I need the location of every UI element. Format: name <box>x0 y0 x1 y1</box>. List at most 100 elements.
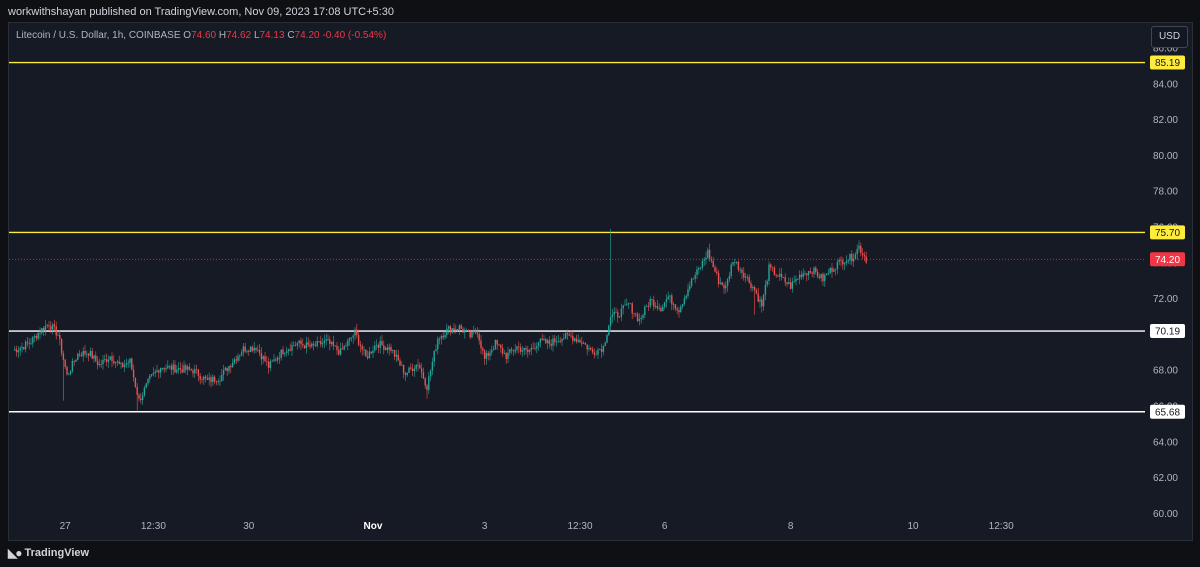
candle <box>269 358 272 372</box>
candle <box>489 349 491 361</box>
candle <box>46 323 48 329</box>
candle-body <box>363 349 365 351</box>
candle-body <box>316 341 318 346</box>
candle-body <box>492 348 495 351</box>
candle-body <box>273 359 275 361</box>
candle <box>858 240 860 253</box>
candle <box>428 371 430 394</box>
candle-body <box>42 328 45 331</box>
support-tag: 70.19 <box>1150 324 1185 339</box>
candle-body <box>521 350 524 352</box>
candle <box>107 355 110 368</box>
time-tick-label: 8 <box>788 521 794 532</box>
candle-body <box>676 308 678 311</box>
candle <box>264 351 266 362</box>
candle <box>98 358 101 368</box>
publisher-line: workwithshayan published on TradingView.… <box>8 6 394 18</box>
candle <box>249 345 252 353</box>
candle-body <box>59 334 61 339</box>
candle <box>780 267 783 281</box>
candle <box>239 354 241 361</box>
candle-body <box>786 282 788 285</box>
candle <box>420 363 423 378</box>
candle-body <box>537 342 540 347</box>
candle <box>773 265 776 276</box>
candle <box>554 335 556 346</box>
candle <box>424 376 426 389</box>
candle <box>237 353 239 363</box>
candle-body <box>48 325 50 327</box>
tradingview-logo[interactable]: ◣● TradingView <box>8 546 89 560</box>
candle-body <box>422 372 425 379</box>
candle <box>865 251 867 265</box>
candle-body <box>683 298 686 305</box>
candle <box>21 342 23 353</box>
candle-body <box>240 352 243 356</box>
currency-button[interactable]: USD <box>1151 26 1188 48</box>
candle <box>714 264 716 273</box>
candle <box>737 260 740 273</box>
candle <box>71 357 74 374</box>
candle <box>248 349 250 356</box>
tradingview-logo-icon: ◣● <box>8 546 23 560</box>
candle-body <box>138 394 140 399</box>
candle-body <box>501 347 504 354</box>
candle <box>64 358 66 370</box>
candle-body <box>104 359 106 360</box>
price-tick-label: 84.00 <box>1153 79 1178 90</box>
candle-body <box>14 349 16 351</box>
candle-body <box>251 346 254 351</box>
candle <box>624 299 626 306</box>
candle <box>660 305 662 312</box>
candle <box>644 304 646 319</box>
candle <box>276 355 279 364</box>
candle-body <box>482 348 484 351</box>
candle-body <box>183 365 185 373</box>
candle <box>825 273 828 276</box>
candle <box>172 359 174 375</box>
candle-body <box>807 271 810 276</box>
candle-body <box>694 275 696 279</box>
candle-body <box>217 381 219 383</box>
candle-body <box>413 368 416 372</box>
candle-body <box>744 276 747 278</box>
candle <box>136 382 138 412</box>
candle-body <box>325 339 327 341</box>
candle-body <box>294 345 297 347</box>
candle-body <box>597 349 599 355</box>
candle <box>190 368 192 372</box>
candle <box>509 349 511 356</box>
candle-body <box>424 378 426 386</box>
time-tick-label: 3 <box>482 521 488 532</box>
candle <box>152 367 155 377</box>
candle <box>516 345 518 353</box>
candle <box>617 309 619 323</box>
candle-body <box>447 326 450 329</box>
candle <box>843 262 846 271</box>
candle <box>510 346 513 355</box>
candle <box>550 339 552 350</box>
candle-body <box>269 361 272 368</box>
candle-body <box>213 376 216 382</box>
candle <box>197 368 200 382</box>
candle-body <box>433 350 435 362</box>
candle <box>536 342 538 354</box>
change-value: -0.40 (-0.54%) <box>322 30 387 41</box>
candle-body <box>543 339 545 341</box>
candle <box>618 315 621 318</box>
candle-body <box>152 373 155 375</box>
candle-body <box>766 280 768 285</box>
candle-body <box>539 338 542 343</box>
candle-body <box>453 328 455 330</box>
candle <box>458 324 461 336</box>
candle <box>78 350 81 358</box>
candle-body <box>471 331 473 338</box>
candle-body <box>33 336 36 338</box>
candle-body <box>487 353 489 356</box>
resistance-tag-label: 85.19 <box>1155 58 1180 69</box>
candle-body <box>595 354 597 356</box>
candle-body <box>721 282 723 285</box>
candle <box>17 346 20 359</box>
candle-body <box>581 342 583 344</box>
